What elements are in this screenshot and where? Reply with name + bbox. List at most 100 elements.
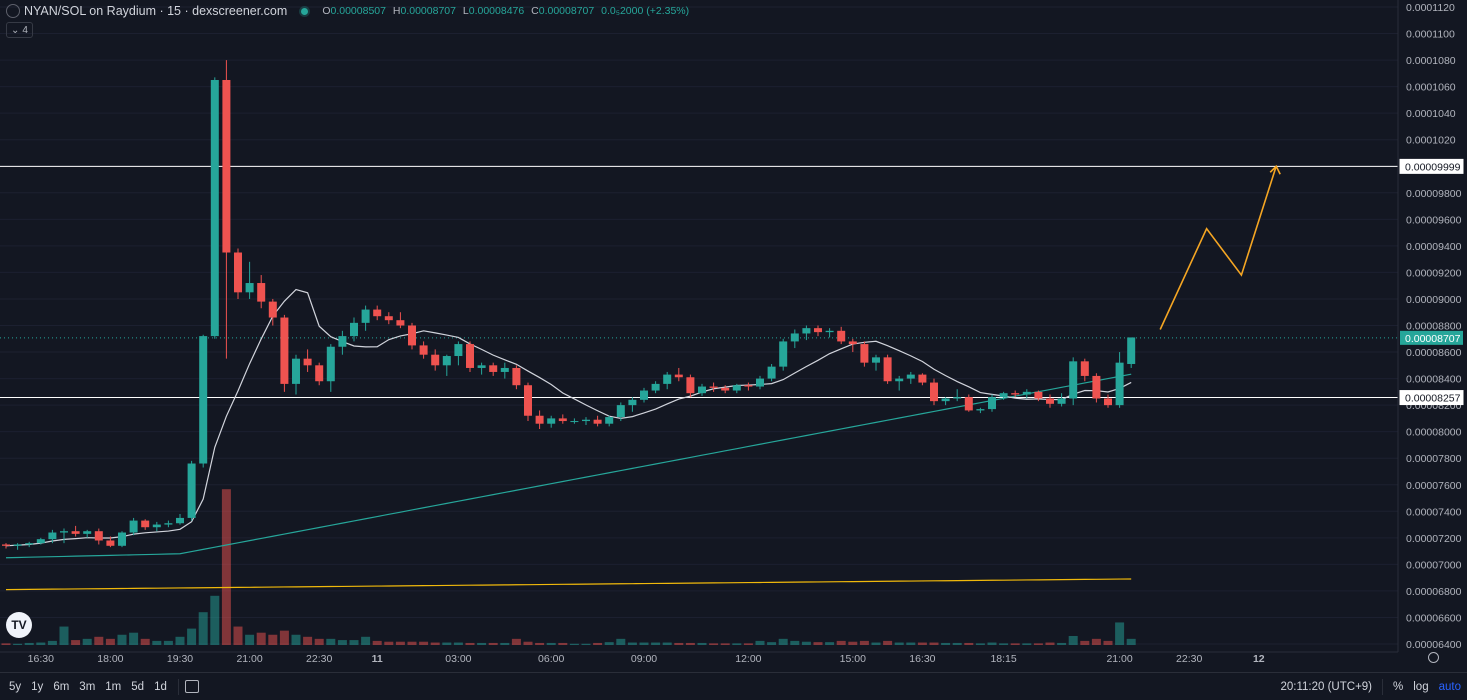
range-button-1y[interactable]: 1y xyxy=(31,680,44,693)
low-value: 0.00008476 xyxy=(468,5,525,17)
open-label: O xyxy=(322,5,331,17)
volume-bar xyxy=(581,643,591,645)
time-tick-label: 18:00 xyxy=(97,653,123,665)
volume-bar xyxy=(279,630,289,645)
time-tick-label: 12 xyxy=(1253,653,1265,665)
volume-bar xyxy=(361,636,371,645)
volume-bar xyxy=(987,642,997,645)
clock[interactable]: 20:11:20 (UTC+9) xyxy=(1280,680,1373,693)
volume-bar xyxy=(140,638,150,645)
range-button-3m[interactable]: 3m xyxy=(79,680,96,693)
price-chart[interactable]: 0.0001120 0.0001100 0.0001080 0.0001060 0.00… xyxy=(0,0,1467,672)
last-price-label: 0.00008707 xyxy=(1405,333,1461,345)
candle-body xyxy=(1011,393,1020,395)
candle-body xyxy=(814,328,822,333)
candle-body xyxy=(616,405,625,418)
candle-body xyxy=(674,374,683,378)
volume-bar xyxy=(349,640,359,645)
hline-price-label-bg xyxy=(1399,158,1464,174)
candle-body xyxy=(744,385,753,387)
time-tick-label: 21:00 xyxy=(1106,653,1132,665)
volume-bar xyxy=(395,641,405,645)
candle-body xyxy=(222,79,231,253)
range-button-5d[interactable]: 5d xyxy=(131,680,145,693)
volume-bar xyxy=(291,634,301,645)
volume-bar xyxy=(13,643,23,645)
candle-body xyxy=(210,79,219,337)
range-button-1d[interactable]: 1d xyxy=(154,680,167,693)
candle-body xyxy=(36,539,45,544)
candle-body xyxy=(1127,337,1136,364)
low-label: L xyxy=(462,5,469,17)
volume-bar xyxy=(743,643,753,645)
range-button-6m[interactable]: 6m xyxy=(53,680,70,693)
candle-body xyxy=(872,357,880,363)
log-toggle[interactable]: log xyxy=(1413,680,1429,693)
candle-body xyxy=(895,378,904,382)
candle-body xyxy=(570,421,579,423)
candle-body xyxy=(558,418,567,422)
candle-body xyxy=(640,390,648,400)
indicators-toggle[interactable]: ⌄ 4 xyxy=(6,22,33,38)
time-tick-label: 22:30 xyxy=(306,653,332,665)
range-button-1m[interactable]: 1m xyxy=(105,680,122,693)
candle-body xyxy=(454,344,463,357)
gear-icon[interactable] xyxy=(1428,652,1439,663)
volume-bar xyxy=(152,640,162,645)
volume-bar xyxy=(674,642,684,645)
time-tick-label: 22:30 xyxy=(1176,653,1202,665)
time-tick-label: 11 xyxy=(372,653,383,665)
ma-fast-line xyxy=(5,288,1132,547)
time-tick-label: 16:30 xyxy=(909,653,935,665)
range-button-5y[interactable]: 5y xyxy=(9,680,22,693)
auto-toggle[interactable]: auto xyxy=(1438,680,1461,693)
calendar-icon[interactable] xyxy=(184,680,199,693)
price-tick-label: 0.0001120 xyxy=(1406,2,1455,14)
volume-bar xyxy=(1103,640,1113,645)
volume-bar xyxy=(755,640,765,645)
volume-bar xyxy=(256,632,266,645)
candles xyxy=(2,60,1136,550)
range-buttons: 5y 1y 6m 3m 1m 5d 1d xyxy=(4,681,172,693)
volume-bar xyxy=(105,638,115,645)
volume-bar xyxy=(685,642,695,645)
candle-body xyxy=(779,341,788,367)
candle-body xyxy=(338,336,347,347)
candle-body xyxy=(698,386,706,394)
volume-bar xyxy=(36,642,46,645)
volume-bar xyxy=(210,595,220,645)
candle-body xyxy=(234,252,242,293)
percent-toggle[interactable]: % xyxy=(1393,680,1404,693)
volume-bar xyxy=(1,643,11,645)
horizontal-lines xyxy=(0,165,1398,399)
volume-bar xyxy=(1045,642,1055,645)
candle-body xyxy=(999,393,1008,398)
volume-bar xyxy=(1033,643,1043,645)
price-tick-label: 0.00006600 xyxy=(1406,612,1462,624)
time-tick-label: 19:30 xyxy=(167,653,193,665)
tradingview-logo-icon[interactable]: TV xyxy=(6,612,32,638)
candle-body xyxy=(2,544,10,546)
price-tick-label: 0.00009000 xyxy=(1406,294,1462,306)
volume-bar xyxy=(430,642,440,645)
candle-body xyxy=(663,374,672,384)
candle-body xyxy=(837,330,846,342)
time-tick-label: 15:00 xyxy=(840,653,866,665)
time-tick-label: 09:00 xyxy=(631,653,657,665)
volume-bar xyxy=(999,643,1009,645)
candle-body xyxy=(350,322,358,337)
candle-body xyxy=(930,382,938,402)
volume-bar xyxy=(917,642,927,645)
candle-body xyxy=(1022,391,1031,395)
candle-body xyxy=(860,344,869,363)
volume-bar xyxy=(233,626,243,645)
symbol-title[interactable]: NYAN/SOL on Raydium · 15 · dexscreener.c… xyxy=(24,4,288,18)
volume-bar xyxy=(187,628,197,645)
candle-body xyxy=(384,316,393,321)
volume-bar xyxy=(163,640,173,645)
volume-bar xyxy=(1022,643,1032,645)
time-tick-label: 06:00 xyxy=(538,653,564,665)
candle-body xyxy=(489,365,498,372)
candle-body xyxy=(1069,361,1078,399)
